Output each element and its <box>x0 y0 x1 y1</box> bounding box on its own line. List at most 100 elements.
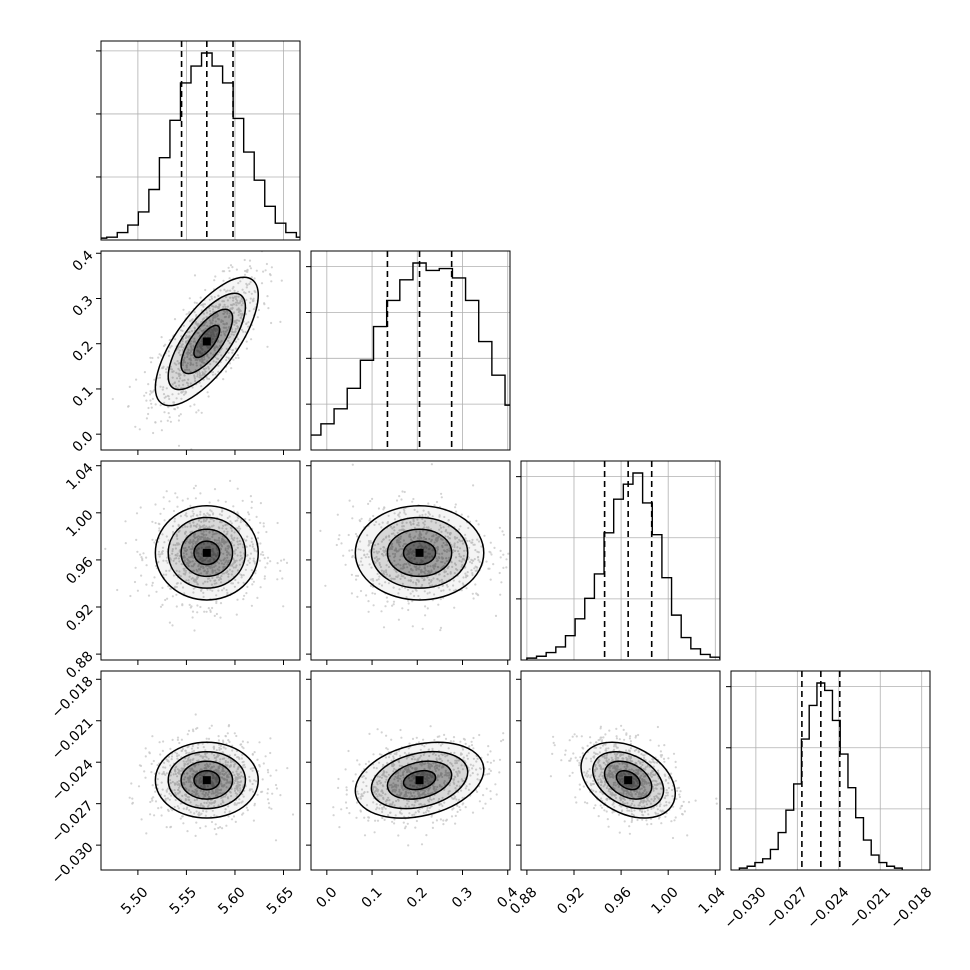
sample-point <box>142 552 145 555</box>
sample-point <box>427 748 430 752</box>
sample-point <box>176 775 179 778</box>
sample-point <box>351 463 354 466</box>
sample-point <box>280 559 283 562</box>
sample-point <box>372 548 375 551</box>
sample-point <box>164 773 167 777</box>
sample-point <box>392 770 395 773</box>
sample-point <box>607 825 610 828</box>
sample-point <box>166 394 169 397</box>
sample-point <box>237 295 240 298</box>
sample-point <box>377 507 380 510</box>
sample-point <box>162 496 165 499</box>
sample-point <box>208 520 211 523</box>
sample-point <box>214 305 218 308</box>
sample-point <box>414 588 417 591</box>
sample-point <box>186 355 189 359</box>
sample-point <box>222 279 225 282</box>
sample-point <box>190 515 193 518</box>
sample-point <box>189 758 192 761</box>
sample-point <box>212 552 215 555</box>
sample-point <box>165 569 168 573</box>
sample-point <box>189 781 192 784</box>
sample-point <box>431 747 434 751</box>
sample-point <box>443 515 446 519</box>
sample-point <box>264 566 267 569</box>
sample-point <box>206 537 209 540</box>
sample-point <box>429 565 432 568</box>
sample-point <box>230 529 233 533</box>
sample-point <box>455 567 458 571</box>
sample-point <box>475 760 478 763</box>
sample-point <box>394 775 397 778</box>
sample-point <box>486 753 489 756</box>
sample-point <box>460 560 463 563</box>
sample-point <box>477 540 481 543</box>
sample-point <box>153 814 156 817</box>
sample-point <box>402 525 405 528</box>
sample-point <box>425 526 428 529</box>
sample-point <box>249 297 252 300</box>
sample-point <box>204 536 207 539</box>
sample-point <box>401 522 404 525</box>
sample-point <box>437 754 440 758</box>
sample-point <box>199 352 202 355</box>
sample-point <box>448 537 451 540</box>
sample-point <box>270 280 273 283</box>
sample-point <box>211 319 214 322</box>
sample-point <box>136 589 139 592</box>
sample-point <box>233 803 236 806</box>
sample-point <box>216 328 219 331</box>
sample-point <box>465 785 468 788</box>
sample-point <box>233 323 236 326</box>
sample-point <box>465 754 469 757</box>
sample-point <box>381 810 384 814</box>
sample-point <box>245 286 248 289</box>
sample-point <box>460 778 463 781</box>
sample-point <box>234 519 237 523</box>
sample-point <box>380 731 383 734</box>
sample-point <box>160 806 163 809</box>
sample-point <box>209 558 212 561</box>
sample-point <box>471 573 474 577</box>
sample-point <box>232 312 235 315</box>
sample-point <box>210 752 213 755</box>
sample-point <box>232 296 235 300</box>
sample-point <box>192 563 196 566</box>
sample-point <box>227 547 230 550</box>
sample-point <box>274 839 278 842</box>
sample-point <box>450 561 453 564</box>
sample-point <box>239 781 242 784</box>
sample-point <box>435 533 438 536</box>
sample-point <box>178 741 181 745</box>
contour-line <box>180 528 234 578</box>
sample-point <box>166 366 169 369</box>
sample-point <box>400 498 403 501</box>
sample-point <box>433 738 436 742</box>
sample-point <box>157 553 160 556</box>
sample-point <box>444 535 447 538</box>
sample-point <box>260 282 264 285</box>
sample-point <box>240 328 244 331</box>
sample-point <box>177 754 180 757</box>
sample-point <box>409 784 412 787</box>
sample-point <box>452 584 455 587</box>
sample-point <box>225 359 228 362</box>
sample-point <box>228 277 231 280</box>
sample-point <box>345 789 348 792</box>
sample-point <box>418 783 421 787</box>
sample-point <box>165 387 168 390</box>
sample-point <box>206 793 209 797</box>
sample-point <box>226 299 229 302</box>
sample-point <box>421 627 424 630</box>
sample-point <box>402 563 405 567</box>
sample-point <box>437 573 441 576</box>
sample-point <box>217 769 220 773</box>
sample-point <box>166 759 169 763</box>
sample-point <box>245 340 248 343</box>
sample-point <box>407 579 410 582</box>
sample-point <box>360 517 363 520</box>
sample-point <box>251 769 254 772</box>
panel-frame <box>730 670 931 871</box>
sample-point <box>394 552 397 556</box>
sample-point <box>202 513 206 516</box>
